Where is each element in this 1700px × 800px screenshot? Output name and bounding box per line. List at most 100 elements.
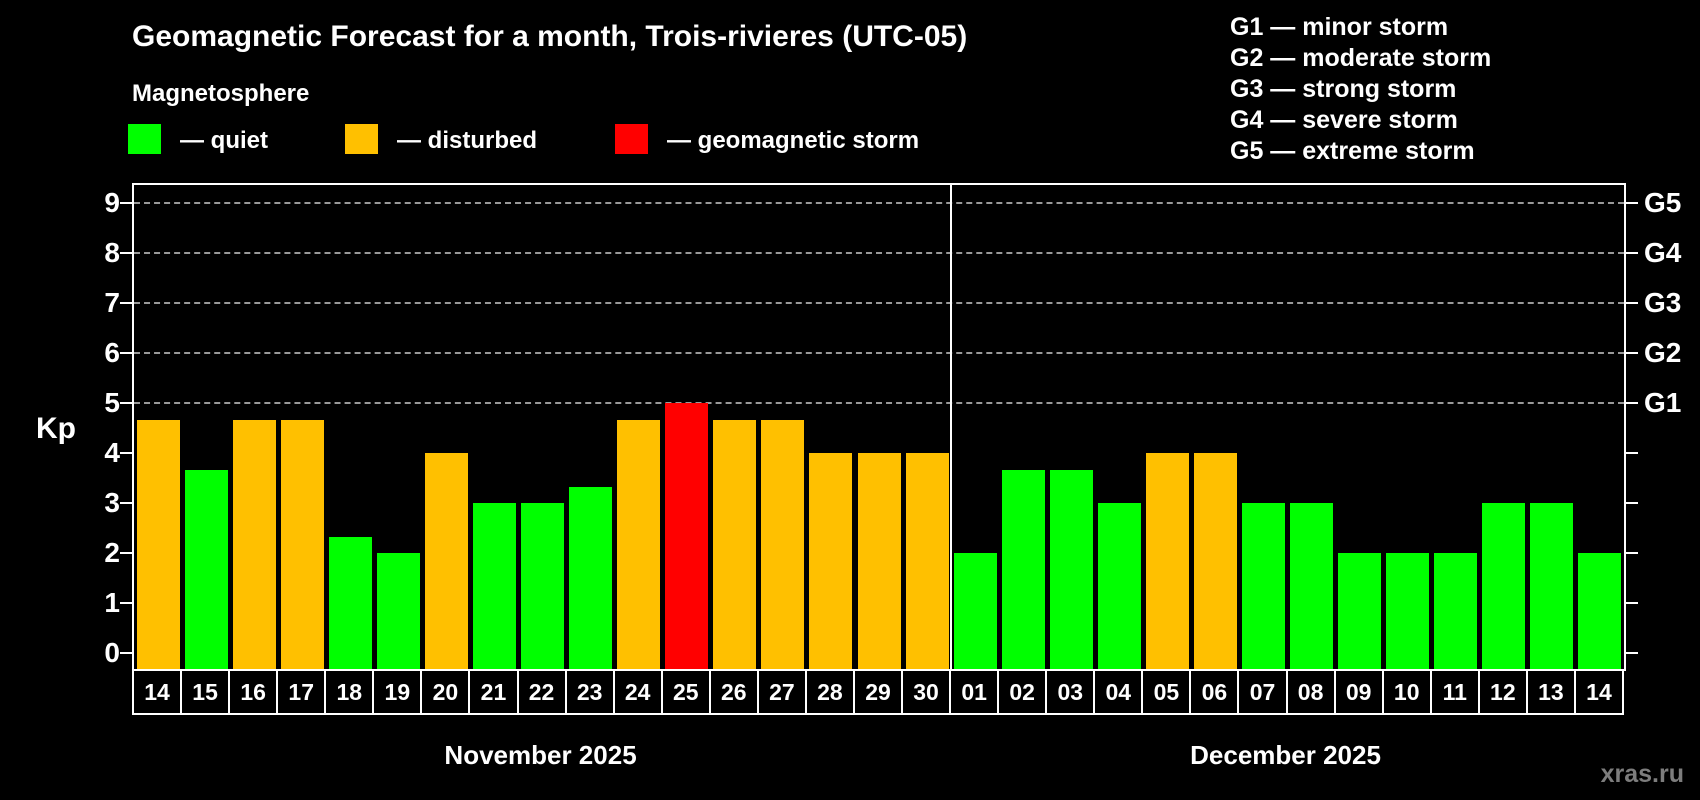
bar-day-17	[280, 419, 324, 669]
right-tick-kp1	[1626, 602, 1638, 604]
chart-title: Geomagnetic Forecast for a month, Trois-…	[132, 20, 968, 53]
right-tick-kp0	[1626, 652, 1638, 654]
day-label-box: 14	[1573, 669, 1624, 715]
y-tick-label-4: 4	[104, 437, 120, 468]
bar-day-12	[1482, 503, 1526, 669]
gridline-kp8	[134, 252, 1624, 254]
day-label-box: 27	[756, 669, 807, 715]
legend-quiet-label: — quiet	[180, 127, 268, 154]
bar-day-06	[1193, 453, 1237, 669]
bar-day-11	[1434, 553, 1478, 669]
day-label-box: 23	[564, 669, 615, 715]
day-label-box: 05	[1141, 669, 1192, 715]
bar-day-14	[136, 419, 180, 669]
day-label-box: 14	[132, 669, 183, 715]
right-tick-kp8	[1626, 252, 1638, 254]
y-tick-label-3: 3	[104, 487, 120, 518]
day-label-box: 17	[276, 669, 327, 715]
day-label-box: 08	[1285, 669, 1336, 715]
day-label-box: 16	[228, 669, 279, 715]
g-label-g3: G3	[1644, 287, 1682, 318]
bar-day-27	[761, 419, 805, 669]
y-tick-label-2: 2	[104, 537, 120, 568]
g-scale-legend-g4: G4 — severe storm	[1230, 106, 1458, 134]
day-label-box: 24	[612, 669, 663, 715]
bar-day-14	[1578, 553, 1622, 669]
bar-day-04	[1097, 503, 1141, 669]
day-label-box: 22	[516, 669, 567, 715]
day-label-box: 09	[1333, 669, 1384, 715]
bar-day-29	[857, 453, 901, 669]
bar-day-16	[232, 419, 276, 669]
y-tick-label-5: 5	[104, 387, 120, 418]
day-label-box: 11	[1429, 669, 1480, 715]
y-tick-label-1: 1	[104, 587, 120, 618]
g-scale-legend-g1: G1 — minor storm	[1230, 13, 1449, 41]
gridline-kp5	[134, 402, 1624, 404]
left-tick-kp0	[120, 652, 132, 654]
day-label-box: 07	[1237, 669, 1288, 715]
bar-day-03	[1049, 469, 1093, 669]
bar-day-05	[1145, 453, 1189, 669]
bar-day-13	[1530, 503, 1574, 669]
bar-day-21	[472, 503, 516, 669]
right-tick-kp5	[1626, 402, 1638, 404]
bar-day-26	[713, 419, 757, 669]
right-tick-kp2	[1626, 552, 1638, 554]
day-label-box: 03	[1045, 669, 1096, 715]
bar-day-15	[184, 469, 228, 669]
day-label-box: 04	[1093, 669, 1144, 715]
left-tick-kp6	[120, 352, 132, 354]
bar-day-01	[953, 553, 997, 669]
day-label-box: 29	[852, 669, 904, 715]
day-label-box: 19	[372, 669, 423, 715]
day-label-box: 10	[1381, 669, 1432, 715]
right-tick-kp6	[1626, 352, 1638, 354]
left-tick-kp4	[120, 452, 132, 454]
gridline-kp6	[134, 352, 1624, 354]
left-tick-kp7	[120, 302, 132, 304]
y-tick-label-6: 6	[104, 337, 120, 368]
month-label-0: November 2025	[444, 740, 637, 770]
y-tick-label-0: 0	[104, 637, 120, 668]
left-tick-kp1	[120, 602, 132, 604]
y-tick-label-9: 9	[104, 187, 120, 218]
left-tick-kp5	[120, 402, 132, 404]
right-tick-kp7	[1626, 302, 1638, 304]
bar-day-23	[569, 486, 613, 669]
bar-day-02	[1001, 469, 1045, 669]
day-label-box: 20	[420, 669, 471, 715]
day-label-box: 25	[660, 669, 711, 715]
bar-day-08	[1290, 503, 1334, 669]
plot-area	[132, 183, 1626, 671]
day-label-box: 26	[708, 669, 759, 715]
day-label-box: 30	[901, 669, 952, 715]
g-label-g1: G1	[1644, 387, 1682, 418]
left-tick-kp2	[120, 552, 132, 554]
day-label-box: 28	[804, 669, 855, 715]
bar-day-18	[328, 536, 372, 669]
g-scale-legend-g2: G2 — moderate storm	[1230, 44, 1492, 72]
bar-day-25	[665, 403, 709, 669]
y-tick-label-8: 8	[104, 237, 120, 268]
bar-day-20	[424, 453, 468, 669]
legend-disturbed-label: — disturbed	[397, 127, 538, 154]
g-label-g5: G5	[1644, 187, 1682, 218]
bar-day-24	[617, 419, 661, 669]
g-scale-legend-g5: G5 — extreme storm	[1230, 137, 1475, 165]
month-separator-line	[950, 185, 953, 669]
month-label-1: December 2025	[1190, 740, 1381, 770]
g-label-g2: G2	[1644, 337, 1682, 368]
left-tick-kp8	[120, 252, 132, 254]
bar-day-19	[376, 553, 420, 669]
day-label-box: 02	[997, 669, 1048, 715]
day-label-box: 06	[1189, 669, 1240, 715]
legend-storm-swatch	[615, 124, 648, 154]
y-tick-label-7: 7	[104, 287, 120, 318]
gridline-kp7	[134, 302, 1624, 304]
g-scale-legend: G1 — minor storm G2 — moderate storm G3 …	[1230, 12, 1491, 167]
left-tick-kp3	[120, 502, 132, 504]
gridline-kp9	[134, 202, 1624, 204]
bar-day-30	[905, 453, 949, 669]
